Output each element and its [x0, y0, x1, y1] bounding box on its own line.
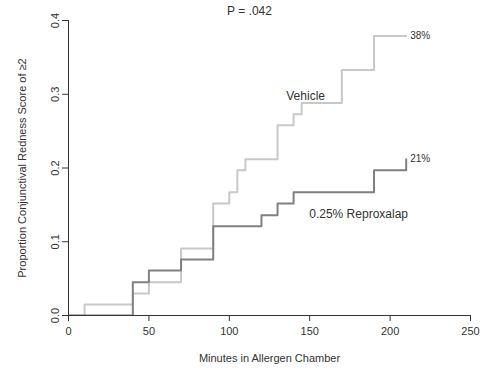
svg-text:0.0: 0.0	[49, 308, 61, 323]
svg-text:100: 100	[220, 325, 238, 337]
svg-text:0.25% Reproxalap: 0.25% Reproxalap	[309, 207, 408, 221]
svg-text:Minutes in Allergen Chamber: Minutes in Allergen Chamber	[199, 352, 341, 364]
svg-text:Vehicle: Vehicle	[286, 89, 325, 103]
svg-text:38%: 38%	[410, 30, 430, 41]
svg-text:50: 50	[143, 325, 155, 337]
svg-text:250: 250	[461, 325, 479, 337]
svg-text:200: 200	[381, 325, 399, 337]
svg-text:0: 0	[65, 325, 71, 337]
svg-text:0.4: 0.4	[49, 13, 61, 28]
svg-text:Proportion Conjunctival Rednes: Proportion Conjunctival Redness Score of…	[16, 58, 28, 277]
svg-text:0.2: 0.2	[49, 160, 61, 175]
svg-text:P = .042: P = .042	[227, 4, 272, 18]
svg-text:21%: 21%	[410, 153, 430, 164]
svg-text:150: 150	[301, 325, 319, 337]
svg-text:0.3: 0.3	[49, 87, 61, 102]
svg-text:0.1: 0.1	[49, 234, 61, 249]
